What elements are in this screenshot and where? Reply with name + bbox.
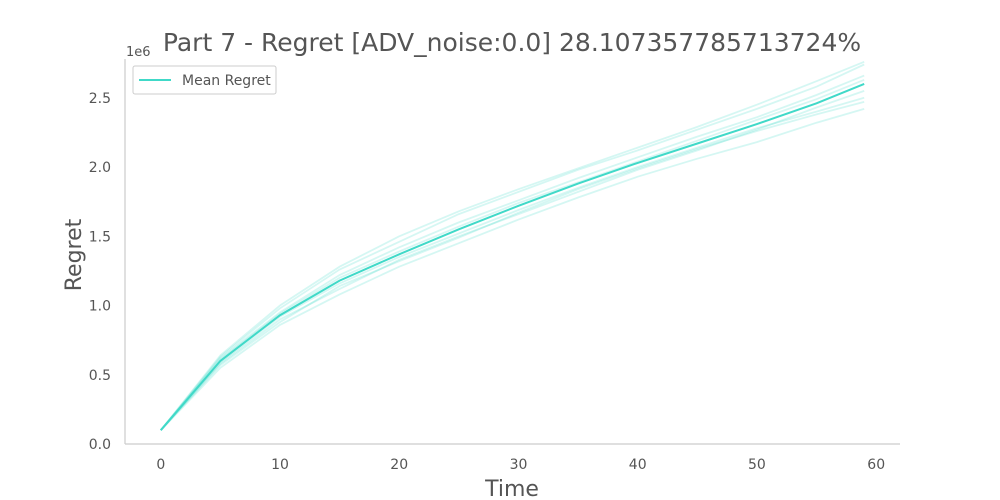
x-tick-label: 0 — [156, 457, 165, 473]
mean-regret-line — [160, 82, 865, 431]
run-line-7 — [160, 101, 865, 431]
x-tick-label: 40 — [629, 457, 647, 473]
y-tick-label: 2.0 — [89, 160, 111, 176]
legend: Mean Regret — [132, 65, 277, 95]
run-line-5 — [160, 96, 865, 431]
legend-box — [132, 65, 277, 95]
y-tick-label: 0.5 — [89, 368, 111, 384]
y-tick-label: 0.0 — [89, 437, 111, 453]
run-line-4 — [160, 74, 865, 431]
x-tick-label: 30 — [510, 457, 528, 473]
x-tick-label: 20 — [390, 457, 408, 473]
y-tick-label: 2.5 — [89, 91, 111, 107]
run-line-6 — [160, 60, 865, 431]
x-tick-labels: 0 10 20 30 40 50 60 — [156, 457, 885, 473]
x-tick-label: 60 — [867, 457, 885, 473]
y-tick-label: 1.5 — [89, 229, 111, 245]
x-tick-label: 10 — [271, 457, 289, 473]
y-offset-label: 1e6 — [126, 45, 151, 60]
run-line-2 — [160, 63, 865, 431]
run-line-3 — [160, 108, 865, 431]
y-tick-label: 1.0 — [89, 299, 111, 315]
run-line-1 — [160, 90, 865, 431]
run-lines — [160, 60, 865, 431]
chart-title: Part 7 - Regret [ADV_noise:0.0] 28.10735… — [163, 28, 861, 57]
x-tick-label: 50 — [748, 457, 766, 473]
run-line-8 — [160, 78, 865, 431]
legend-label-mean-regret: Mean Regret — [182, 73, 271, 89]
y-axis-label: Regret — [62, 218, 87, 291]
y-tick-labels: 0.0 0.5 1.0 1.5 2.0 2.5 — [89, 91, 111, 453]
x-axis-label: Time — [484, 477, 539, 500]
mean-line-layer — [160, 82, 865, 431]
